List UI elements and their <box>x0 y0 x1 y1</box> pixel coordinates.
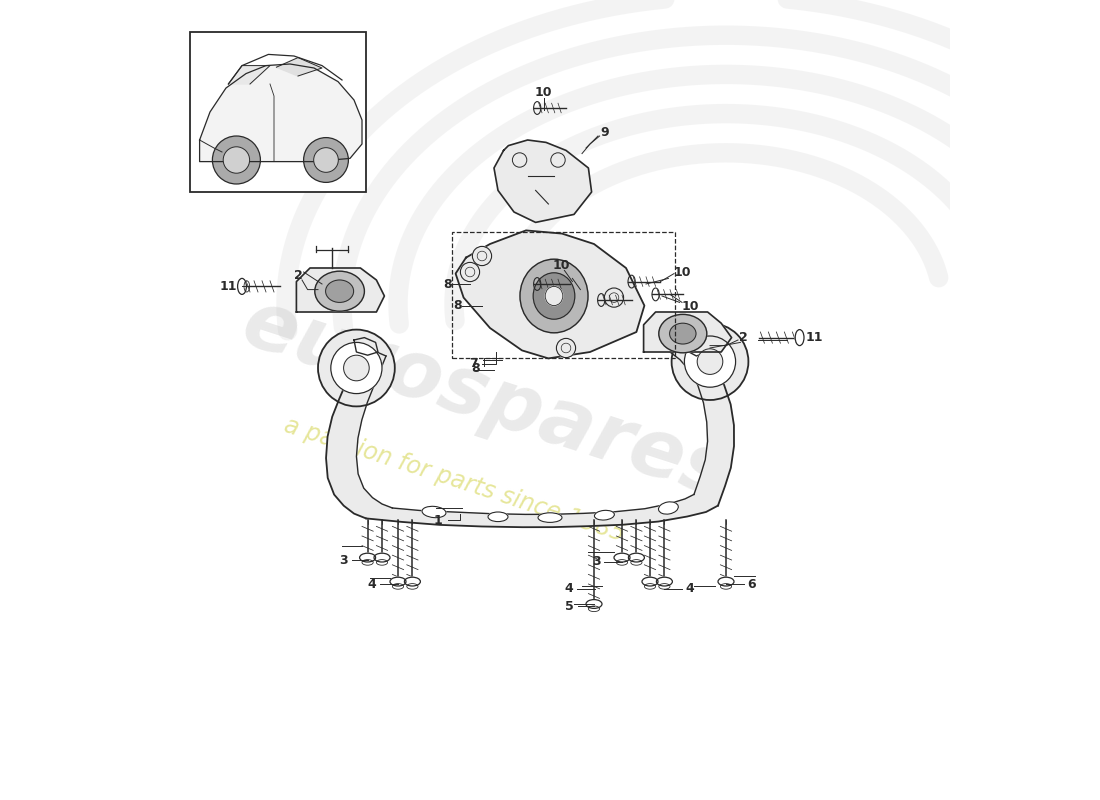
Ellipse shape <box>534 273 575 319</box>
Text: 11: 11 <box>805 331 823 344</box>
Text: 9: 9 <box>601 126 608 138</box>
Text: 10: 10 <box>535 86 552 98</box>
Ellipse shape <box>795 330 804 346</box>
Text: 4: 4 <box>685 582 694 595</box>
Ellipse shape <box>594 510 615 520</box>
Ellipse shape <box>538 513 562 522</box>
Text: 4: 4 <box>367 578 376 590</box>
Circle shape <box>672 323 748 400</box>
Text: 5: 5 <box>564 600 573 613</box>
Circle shape <box>304 138 349 182</box>
Polygon shape <box>644 312 732 352</box>
Text: 8: 8 <box>443 278 452 290</box>
Bar <box>452 232 674 358</box>
Ellipse shape <box>390 578 406 586</box>
Ellipse shape <box>422 506 446 518</box>
Ellipse shape <box>586 600 602 608</box>
Ellipse shape <box>405 578 420 586</box>
Text: 2: 2 <box>739 331 748 344</box>
Ellipse shape <box>628 554 645 562</box>
Ellipse shape <box>659 502 679 514</box>
Polygon shape <box>494 140 592 222</box>
Ellipse shape <box>374 554 390 562</box>
Polygon shape <box>354 338 378 355</box>
Ellipse shape <box>326 280 353 302</box>
Circle shape <box>604 288 624 307</box>
Text: eurospares: eurospares <box>232 284 740 516</box>
Text: a passion for parts since 1985: a passion for parts since 1985 <box>280 414 627 546</box>
Circle shape <box>557 338 575 358</box>
Text: 3: 3 <box>592 555 601 568</box>
Ellipse shape <box>546 286 563 306</box>
Text: 6: 6 <box>747 578 756 590</box>
Ellipse shape <box>315 271 364 311</box>
Text: 10: 10 <box>552 259 570 272</box>
Circle shape <box>223 146 250 174</box>
Text: 7: 7 <box>469 358 477 370</box>
Ellipse shape <box>520 259 588 333</box>
Ellipse shape <box>670 323 696 344</box>
Polygon shape <box>684 336 706 356</box>
Circle shape <box>461 262 480 282</box>
Circle shape <box>318 330 395 406</box>
Polygon shape <box>296 268 384 312</box>
Ellipse shape <box>657 578 672 586</box>
Circle shape <box>684 336 736 387</box>
Polygon shape <box>659 342 734 506</box>
Polygon shape <box>229 66 270 84</box>
Ellipse shape <box>360 554 375 562</box>
Polygon shape <box>455 230 645 358</box>
Polygon shape <box>276 58 322 76</box>
Ellipse shape <box>238 278 246 294</box>
Ellipse shape <box>488 512 508 522</box>
Circle shape <box>331 342 382 394</box>
Ellipse shape <box>659 314 707 353</box>
Text: 10: 10 <box>681 300 698 313</box>
Ellipse shape <box>718 578 734 586</box>
Circle shape <box>343 355 370 381</box>
Text: 3: 3 <box>339 554 348 566</box>
Polygon shape <box>199 64 362 162</box>
Text: 4: 4 <box>564 582 573 595</box>
Circle shape <box>314 148 339 172</box>
Text: 11: 11 <box>220 280 238 293</box>
Polygon shape <box>366 494 718 527</box>
Text: 1: 1 <box>433 514 442 526</box>
Circle shape <box>697 349 723 374</box>
Circle shape <box>212 136 261 184</box>
Polygon shape <box>326 346 393 518</box>
Text: 10: 10 <box>673 266 691 278</box>
Ellipse shape <box>614 554 630 562</box>
Bar <box>190 32 366 192</box>
Text: 8: 8 <box>471 362 480 374</box>
Circle shape <box>472 246 492 266</box>
Text: 8: 8 <box>453 299 462 312</box>
Ellipse shape <box>642 578 658 586</box>
Text: 2: 2 <box>295 269 304 282</box>
